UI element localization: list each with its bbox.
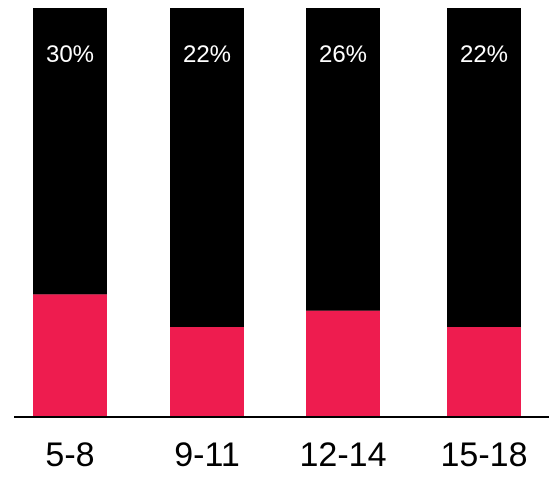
bar-segment-2-5-8 xyxy=(33,8,107,295)
bar-segment-2-12-14 xyxy=(306,8,380,311)
bar-segment-1-12-14 xyxy=(306,310,380,417)
x-tick-label-12-14: 12-14 xyxy=(300,436,387,472)
x-tick-label-5-8: 5-8 xyxy=(45,436,94,472)
bar-segment-2-15-18 xyxy=(447,8,521,328)
x-tick-labels-layer: 5-8 9-11 12-14 15-18 xyxy=(45,436,528,474)
data-label-15-18: 22% xyxy=(460,41,508,68)
data-label-5-8: 30% xyxy=(46,41,94,68)
data-labels-layer: 30% 22% 26% 22% xyxy=(46,41,508,68)
x-tick-label-15-18: 15-18 xyxy=(441,436,528,472)
data-label-9-11: 22% xyxy=(183,41,231,68)
x-tick-label-9-11: 9-11 xyxy=(174,436,240,472)
bar-segment-1-5-8 xyxy=(33,294,107,417)
bar-segment-1-9-11 xyxy=(170,327,244,417)
data-label-12-14: 26% xyxy=(319,41,367,68)
bar-segment-1-15-18 xyxy=(447,327,521,417)
bar-segment-2-9-11 xyxy=(170,8,244,328)
bars-layer xyxy=(33,8,521,417)
